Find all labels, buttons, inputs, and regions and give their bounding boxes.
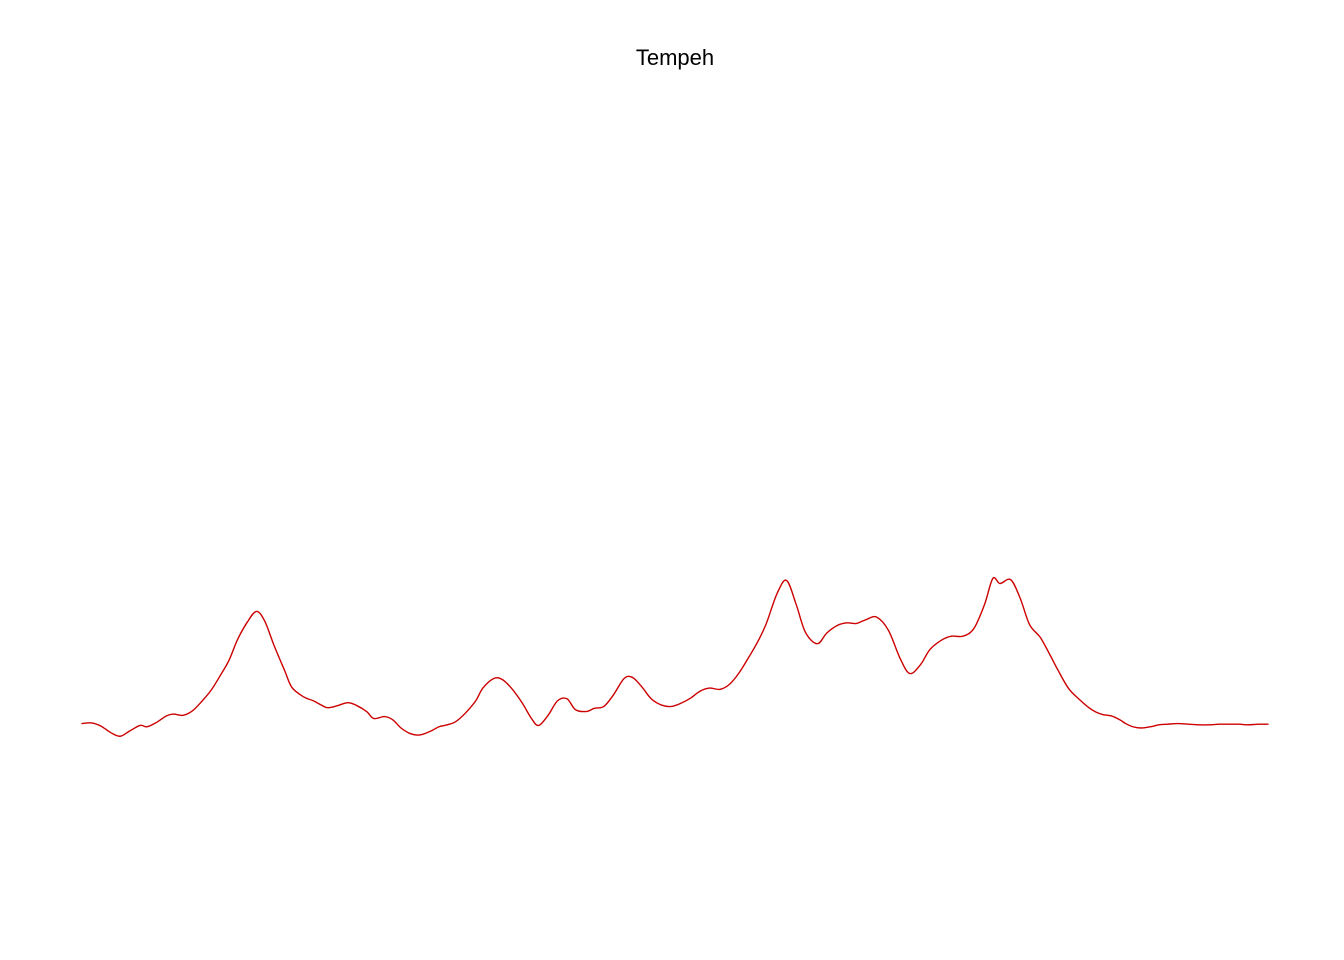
chart-title: Tempeh <box>636 45 714 70</box>
plot-area <box>81 576 1269 737</box>
series-line-0 <box>81 576 1269 737</box>
